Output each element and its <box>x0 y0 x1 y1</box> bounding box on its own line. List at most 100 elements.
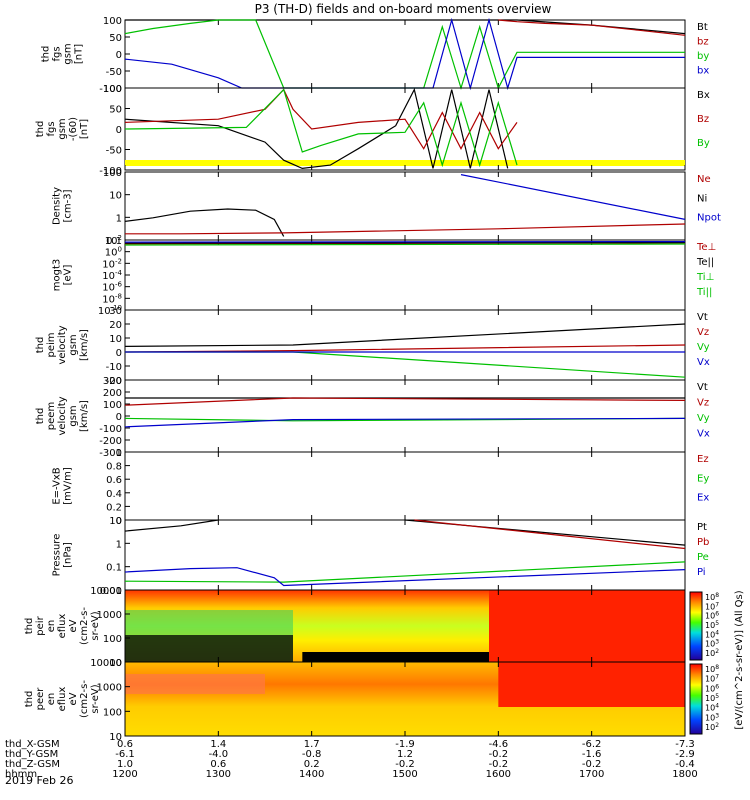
panel-frame <box>124 519 686 591</box>
x-row-value: -0.2 <box>582 759 602 770</box>
y-tick-label: 30 <box>109 306 122 317</box>
x-row-value: 1600 <box>486 769 511 780</box>
y-axis-label: thdfgsgsm[nT] <box>41 43 85 64</box>
y-axis-label: thdpeerenefluxeV(cm2-s-sr-eV) <box>24 680 101 718</box>
date-label: 2019 Feb 26 <box>5 774 73 787</box>
series-Vy <box>125 351 686 378</box>
legend-Vz: Vz <box>697 327 709 338</box>
panel-peer: 10000 1000 100 10 thdpeerenefluxeV(cm2-s-sr-… <box>24 658 686 743</box>
y-label-line: eV <box>68 619 79 632</box>
y-tick-label: 0.01 <box>100 586 122 597</box>
colorbar-tick: 102 <box>705 648 719 658</box>
series-Bx <box>124 87 509 170</box>
heatmap-region <box>302 652 489 662</box>
y-label-line: E=-VxB <box>52 467 63 504</box>
y-tick-label: 50 <box>109 33 122 44</box>
y-axis-label: Pressure[nPa] <box>52 534 74 577</box>
y-tick-label: 1 <box>116 539 122 550</box>
colorbar-tick: 108 <box>705 664 719 674</box>
x-row-label: thd_X-GSM <box>5 739 60 750</box>
y-tick-label: 0.2 <box>106 502 122 513</box>
y-label-line: peim <box>46 332 57 357</box>
series-Pt <box>124 519 219 532</box>
y-tick-label: -300 <box>99 448 122 459</box>
y-label-line: en <box>46 620 57 633</box>
legend-Bt: Bt <box>697 22 708 33</box>
panel-frame <box>124 451 686 521</box>
x-row-value: 1200 <box>112 769 137 780</box>
series-Ti⊥ <box>124 243 686 246</box>
x-row-value: -6.1 <box>115 749 135 760</box>
colorbar-tick: 106 <box>705 611 719 621</box>
tick-exponent: -2 <box>115 257 122 265</box>
quality-bar <box>125 160 685 166</box>
x-row-label: hhmm <box>5 769 37 780</box>
y-label-line: thd <box>24 691 35 708</box>
y-label-line: [cm-3] <box>63 189 74 222</box>
panel-temperature: 10210010-210-410-610-810-10mogt3[eV]Te⊥T… <box>52 234 717 317</box>
y-tick-label: -100 <box>99 166 122 177</box>
x-row-label: thd_Y-GSM <box>5 749 58 760</box>
colorbar-tick: 108 <box>705 592 719 602</box>
tick-exponent: 8 <box>715 664 719 671</box>
panels: 100500-50-100thdfgsgsm[nT]Btbzbybx100500… <box>24 16 721 743</box>
y-tick-label: 1000 <box>97 610 122 621</box>
y-label-line: peem <box>46 402 57 430</box>
y-tick-label: 10 <box>109 732 122 743</box>
y-label-line: [eV] <box>63 265 74 286</box>
x-row-value: -0.2 <box>489 749 509 760</box>
y-label-line: thd <box>24 618 35 635</box>
y-label-line: (cm2-s- <box>79 680 90 718</box>
y-tick-label: -20 <box>106 376 122 387</box>
y-label-line: eflux <box>57 614 68 639</box>
y-label-line: eV <box>68 692 79 705</box>
y-label-line: gsm <box>63 43 74 64</box>
y-tick-label: 0.1 <box>106 236 122 247</box>
legend-Ne: Ne <box>697 174 711 185</box>
y-label-line: Pressure <box>52 534 63 577</box>
x-row-value: -1.9 <box>395 739 415 750</box>
panel-frame <box>124 87 686 171</box>
panel-frame <box>124 379 686 453</box>
tick-exponent: -6 <box>115 281 123 289</box>
colorbars: 1081071061051041031021081071061051041031… <box>689 590 745 735</box>
x-row-value: 1300 <box>206 769 231 780</box>
tick-exponent: 3 <box>715 712 719 719</box>
panel-pressure: 10 1 0.1 0.01 Pressure[nPa] Pt Pb Pe Pi <box>52 516 710 597</box>
y-tick-label: 50 <box>109 105 122 116</box>
legend-bx: bx <box>697 66 709 77</box>
y-label-line: eflux <box>57 687 68 712</box>
y-label-line: thd <box>41 46 52 63</box>
y-tick-label: 0 <box>116 50 122 61</box>
y-tick-label: 10000 <box>90 658 122 669</box>
y-label-line: -(60) <box>68 117 79 141</box>
series-by <box>124 19 685 91</box>
colorbar <box>689 663 703 735</box>
panel-frame <box>124 309 686 381</box>
series-Ne <box>125 223 686 235</box>
colorbar-tick: 102 <box>705 722 719 732</box>
y-label-line: [nT] <box>79 119 90 139</box>
x-row-value: -1.6 <box>582 749 602 760</box>
legend-Vt: Vt <box>697 312 708 323</box>
panel-peim-velocity: 30 20 10 0 -10 -20 thdpeimvelocitygsm[km/s] Vt V… <box>35 306 710 387</box>
x-row-value: 1700 <box>579 769 604 780</box>
y-label-line: gsm <box>57 118 68 139</box>
series-Ni <box>124 208 285 237</box>
x-row-value: 1.0 <box>117 759 133 770</box>
legend-Ni: Ni <box>697 193 707 204</box>
y-label-line: thd <box>35 408 46 425</box>
tick-exponent: 8 <box>715 592 719 599</box>
legend-Ex: Ex <box>697 493 709 504</box>
tick-exponent: 4 <box>715 703 719 710</box>
x-row-value: 0.6 <box>210 759 226 770</box>
y-label-line: thd <box>35 121 46 138</box>
y-label-line: sr-eV) <box>90 684 101 713</box>
y-tick-label: 1 <box>116 448 122 459</box>
legend-Vy: Vy <box>697 413 710 424</box>
tick-exponent: 5 <box>715 693 719 700</box>
tick-exponent: 4 <box>715 629 719 636</box>
y-tick-label: 100 <box>103 634 122 645</box>
series-Pe <box>124 561 686 583</box>
series-Npot <box>460 174 686 220</box>
